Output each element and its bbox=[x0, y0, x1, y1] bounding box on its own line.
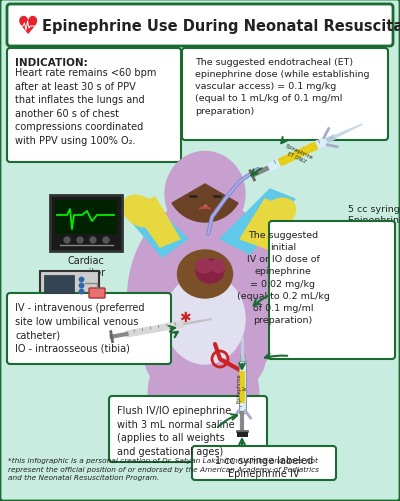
FancyBboxPatch shape bbox=[192, 446, 336, 480]
FancyBboxPatch shape bbox=[7, 49, 181, 163]
Text: 5 cc syringe labeled
Epinephrine ET ONLY: 5 cc syringe labeled Epinephrine ET ONLY bbox=[348, 204, 400, 225]
FancyBboxPatch shape bbox=[44, 276, 74, 294]
Ellipse shape bbox=[128, 199, 282, 399]
Polygon shape bbox=[267, 137, 329, 172]
Ellipse shape bbox=[180, 227, 230, 262]
Polygon shape bbox=[126, 321, 184, 337]
Polygon shape bbox=[183, 319, 211, 325]
FancyBboxPatch shape bbox=[240, 355, 244, 361]
Ellipse shape bbox=[122, 196, 158, 227]
Text: Flush IV/IO epinephrine
with 3 mL normal saline
(applies to all weights
and gest: Flush IV/IO epinephrine with 3 mL normal… bbox=[117, 405, 235, 456]
Text: Epinephrine Use During Neonatal Resuscitation*: Epinephrine Use During Neonatal Resuscit… bbox=[42, 20, 400, 35]
Ellipse shape bbox=[196, 260, 224, 284]
Text: Heart rate remains <60 bpm
after at least 30 s of PPV
that inflates the lungs an: Heart rate remains <60 bpm after at leas… bbox=[15, 68, 156, 146]
Polygon shape bbox=[220, 189, 295, 255]
Wedge shape bbox=[172, 185, 238, 222]
Text: *this infographic is a personal creation of Dr. Satyan Lakshminrusimha and does : *this infographic is a personal creation… bbox=[8, 457, 319, 480]
Ellipse shape bbox=[211, 260, 225, 273]
Ellipse shape bbox=[144, 417, 172, 437]
Circle shape bbox=[90, 237, 96, 243]
FancyBboxPatch shape bbox=[50, 195, 122, 252]
Ellipse shape bbox=[178, 250, 232, 299]
Text: IV - intravenous (preferred
site low umbilical venous
catheter)
IO - intraosseou: IV - intravenous (preferred site low umb… bbox=[15, 303, 144, 353]
FancyBboxPatch shape bbox=[269, 221, 395, 359]
FancyBboxPatch shape bbox=[238, 361, 246, 413]
FancyBboxPatch shape bbox=[236, 432, 248, 437]
Text: ✱: ✱ bbox=[179, 311, 191, 324]
Polygon shape bbox=[132, 197, 180, 247]
FancyBboxPatch shape bbox=[40, 272, 99, 306]
Text: Preductal
Pulse
oximetry: Preductal Pulse oximetry bbox=[45, 310, 91, 344]
Text: Epinephrine
IV: Epinephrine IV bbox=[237, 372, 247, 402]
FancyBboxPatch shape bbox=[109, 396, 267, 462]
FancyBboxPatch shape bbox=[55, 200, 117, 234]
Ellipse shape bbox=[148, 348, 196, 421]
Text: 1 cc syringe labeled
Epinephrine IV: 1 cc syringe labeled Epinephrine IV bbox=[215, 455, 313, 478]
FancyBboxPatch shape bbox=[89, 289, 105, 299]
Ellipse shape bbox=[211, 348, 259, 421]
Circle shape bbox=[77, 237, 83, 243]
Ellipse shape bbox=[165, 275, 245, 364]
Text: Cardiac
monitor: Cardiac monitor bbox=[67, 256, 105, 278]
Ellipse shape bbox=[145, 319, 265, 399]
Circle shape bbox=[64, 237, 70, 243]
Text: Epinephrine
ET ONLY: Epinephrine ET ONLY bbox=[282, 144, 314, 166]
Polygon shape bbox=[278, 143, 318, 166]
Circle shape bbox=[103, 237, 109, 243]
FancyBboxPatch shape bbox=[7, 5, 393, 47]
Polygon shape bbox=[327, 136, 336, 143]
Ellipse shape bbox=[196, 260, 212, 274]
FancyBboxPatch shape bbox=[182, 49, 388, 141]
Polygon shape bbox=[334, 125, 362, 139]
Ellipse shape bbox=[260, 199, 296, 230]
Ellipse shape bbox=[165, 152, 245, 237]
FancyBboxPatch shape bbox=[239, 371, 245, 403]
Ellipse shape bbox=[234, 416, 262, 436]
Polygon shape bbox=[125, 199, 188, 258]
Text: The suggested endotracheal (ET)
epinephrine dose (while establishing
vascular ac: The suggested endotracheal (ET) epinephr… bbox=[195, 58, 370, 115]
Text: ♥: ♥ bbox=[17, 15, 39, 39]
FancyBboxPatch shape bbox=[7, 294, 171, 364]
Polygon shape bbox=[240, 199, 290, 249]
Text: INDICATION:: INDICATION: bbox=[15, 58, 88, 68]
Text: The suggested
initial
IV or IO dose of
epinephrine
= 0.02 mg/kg
(equal to 0.2 mL: The suggested initial IV or IO dose of e… bbox=[236, 230, 330, 325]
